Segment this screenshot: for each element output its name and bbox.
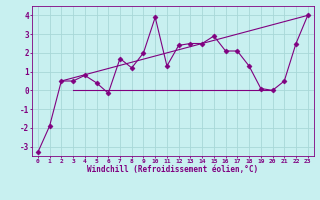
X-axis label: Windchill (Refroidissement éolien,°C): Windchill (Refroidissement éolien,°C): [87, 165, 258, 174]
